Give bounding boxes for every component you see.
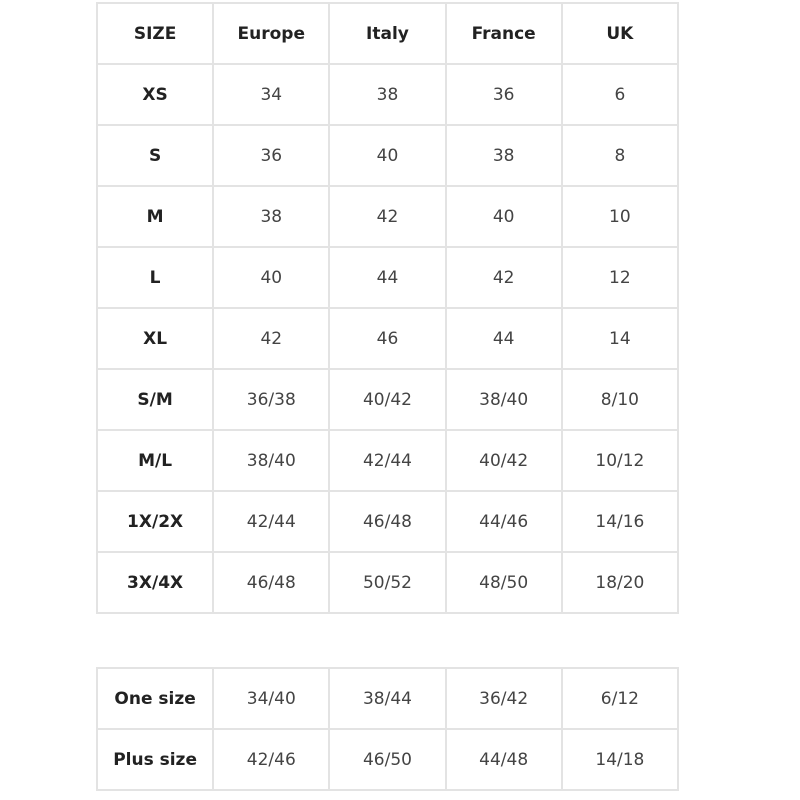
- table-cell: 46/50: [328, 728, 447, 791]
- table-cell: 34/40: [212, 667, 331, 730]
- table-cell: 38: [444, 124, 563, 187]
- table-cell: 44/46: [444, 490, 563, 553]
- table-cell: 10/12: [560, 429, 680, 492]
- row-header: M/L: [95, 429, 215, 492]
- table-row: M/L 38/40 42/44 40/42 10/12: [95, 429, 680, 492]
- table-cell: 46/48: [328, 490, 447, 553]
- table-cell: 38/44: [328, 667, 447, 730]
- table-cell: 44: [328, 246, 447, 309]
- header-row: SIZE Europe Italy France UK: [95, 2, 680, 65]
- table-cell: 34: [212, 63, 331, 126]
- special-size-table: One size 34/40 38/44 36/42 6/12 Plus size 42/4…: [95, 667, 680, 791]
- row-header: M: [95, 185, 215, 248]
- row-header: 1X/2X: [95, 490, 215, 553]
- table-cell: 50/52: [328, 551, 447, 614]
- table-cell: 44: [444, 307, 563, 370]
- table-row: XS 34 38 36 6: [95, 63, 680, 126]
- row-header: Plus size: [95, 728, 215, 791]
- table-cell: 14/18: [560, 728, 680, 791]
- table-cell: 40/42: [444, 429, 563, 492]
- table-cell: 46: [328, 307, 447, 370]
- table-cell: 38/40: [212, 429, 331, 492]
- table-cell: 10: [560, 185, 680, 248]
- table-cell: 44/48: [444, 728, 563, 791]
- table-cell: 40: [444, 185, 563, 248]
- size-conversion-table: SIZE Europe Italy France UK XS 34 38 36 6 S 36 40 38…: [95, 2, 680, 614]
- table-row: L 40 44 42 12: [95, 246, 680, 309]
- table-cell: 40/42: [328, 368, 447, 431]
- table-cell: 38: [328, 63, 447, 126]
- table-cell: 42/44: [212, 490, 331, 553]
- table-row: 3X/4X 46/48 50/52 48/50 18/20: [95, 551, 680, 614]
- table-cell: 6: [560, 63, 680, 126]
- table-cell: 36/38: [212, 368, 331, 431]
- table-cell: 48/50: [444, 551, 563, 614]
- table-cell: 42: [444, 246, 563, 309]
- column-header: Italy: [328, 2, 447, 65]
- table-row: One size 34/40 38/44 36/42 6/12: [95, 667, 680, 730]
- column-header: UK: [560, 2, 680, 65]
- table-cell: 38/40: [444, 368, 563, 431]
- column-header: Europe: [212, 2, 331, 65]
- row-header: 3X/4X: [95, 551, 215, 614]
- table-row: 1X/2X 42/44 46/48 44/46 14/16: [95, 490, 680, 553]
- column-header: France: [444, 2, 563, 65]
- column-header: SIZE: [95, 2, 215, 65]
- row-header: XL: [95, 307, 215, 370]
- table-cell: 42/44: [328, 429, 447, 492]
- table-cell: 8/10: [560, 368, 680, 431]
- row-header: XS: [95, 63, 215, 126]
- table-cell: 42/46: [212, 728, 331, 791]
- table-cell: 12: [560, 246, 680, 309]
- row-header: S/M: [95, 368, 215, 431]
- table-row: S/M 36/38 40/42 38/40 8/10: [95, 368, 680, 431]
- table-cell: 40: [212, 246, 331, 309]
- table-cell: 42: [212, 307, 331, 370]
- table-row: S 36 40 38 8: [95, 124, 680, 187]
- table-cell: 46/48: [212, 551, 331, 614]
- table-cell: 6/12: [560, 667, 680, 730]
- table-cell: 36: [212, 124, 331, 187]
- table-cell: 8: [560, 124, 680, 187]
- table-cell: 40: [328, 124, 447, 187]
- row-header: One size: [95, 667, 215, 730]
- table-cell: 42: [328, 185, 447, 248]
- table-cell: 14: [560, 307, 680, 370]
- table-cell: 36: [444, 63, 563, 126]
- table-row: XL 42 46 44 14: [95, 307, 680, 370]
- table-cell: 18/20: [560, 551, 680, 614]
- row-header: S: [95, 124, 215, 187]
- table-cell: 38: [212, 185, 331, 248]
- table-cell: 36/42: [444, 667, 563, 730]
- row-header: L: [95, 246, 215, 309]
- table-row: Plus size 42/46 46/50 44/48 14/18: [95, 728, 680, 791]
- table-row: M 38 42 40 10: [95, 185, 680, 248]
- table-cell: 14/16: [560, 490, 680, 553]
